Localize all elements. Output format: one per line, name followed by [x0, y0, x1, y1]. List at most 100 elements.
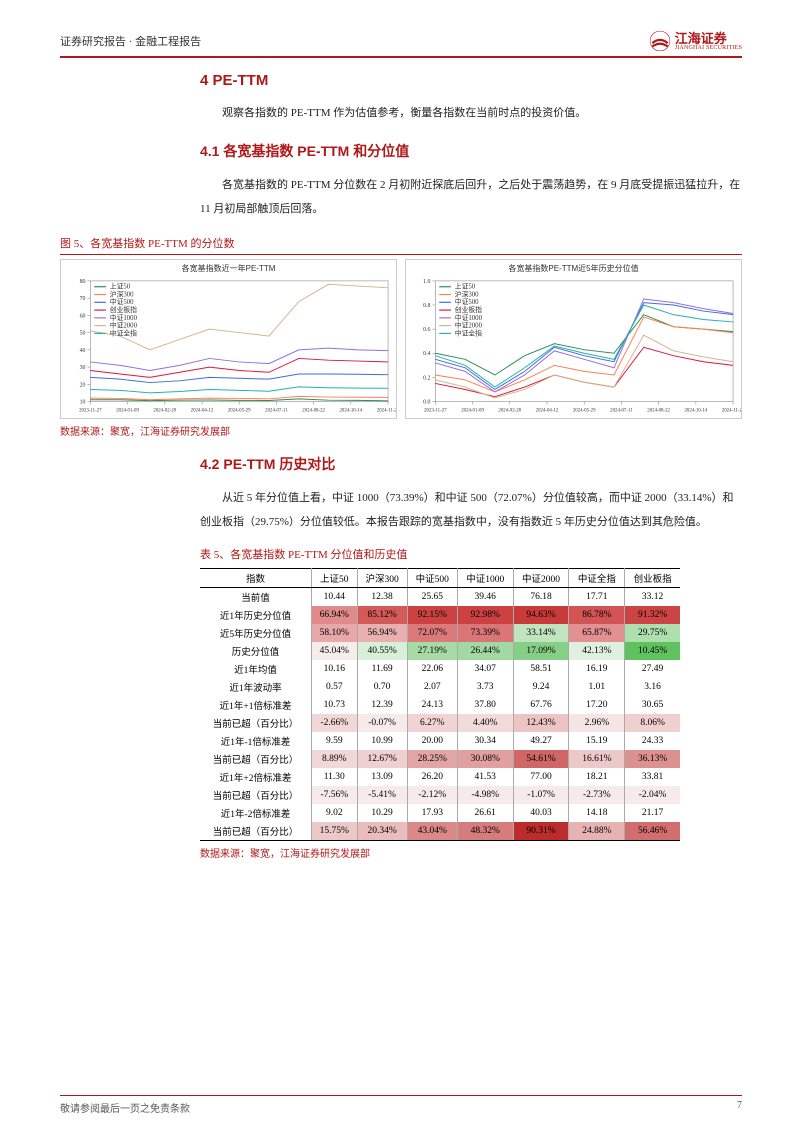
cell: 54.61% [513, 750, 569, 768]
cell: 65.87% [569, 624, 625, 642]
table-row: 近1年历史分位值66.94%85.12%92.15%92.98%94.63%86… [200, 606, 680, 624]
logo: 江海证券 JIANGHAI SECURITIES [649, 30, 742, 52]
cell: 10.29 [357, 804, 407, 822]
cell: 33.12 [625, 588, 680, 607]
cell: 20.00 [407, 732, 457, 750]
svg-text:2024-11-25: 2024-11-25 [722, 408, 741, 413]
svg-text:2024-04-12: 2024-04-12 [191, 408, 214, 413]
cell: 17.93 [407, 804, 457, 822]
cell: 40.55% [357, 642, 407, 660]
svg-text:2024-04-12: 2024-04-12 [536, 408, 559, 413]
cell: 30.65 [625, 696, 680, 714]
section-4-2-para: 从近 5 年分位值上看，中证 1000（73.39%）和中证 500（72.07… [200, 486, 742, 534]
cell: 2.96% [569, 714, 625, 732]
cell: 15.19 [569, 732, 625, 750]
cell: 56.46% [625, 822, 680, 841]
cell: 0.57 [312, 678, 357, 696]
row-label: 当前值 [200, 588, 312, 607]
footer-disclaimer: 敬请参阅最后一页之免责条款 [60, 1100, 190, 1115]
table-row: 近1年均值10.1611.6922.0634.0758.5116.1927.49 [200, 660, 680, 678]
cell: -0.07% [357, 714, 407, 732]
cell: 10.73 [312, 696, 357, 714]
svg-text:1.0: 1.0 [423, 279, 430, 285]
table-row: 当前值10.4412.3825.6539.4676.1817.7133.12 [200, 588, 680, 607]
cell: 17.09% [513, 642, 569, 660]
cell: 36.13% [625, 750, 680, 768]
cell: 20.34% [357, 822, 407, 841]
cell: 17.71 [569, 588, 625, 607]
cell: 10.44 [312, 588, 357, 607]
cell: 6.27% [407, 714, 457, 732]
cell: -2.04% [625, 786, 680, 804]
cell: 29.75% [625, 624, 680, 642]
cell: -1.07% [513, 786, 569, 804]
cell: 9.59 [312, 732, 357, 750]
table-row: 近1年+1倍标准差10.7312.3924.1337.8067.7617.203… [200, 696, 680, 714]
row-label: 近1年波动率 [200, 678, 312, 696]
cell: 42.13% [569, 642, 625, 660]
row-label: 近1年-2倍标准差 [200, 804, 312, 822]
cell: -2.73% [569, 786, 625, 804]
cell: 12.43% [513, 714, 569, 732]
cell: 0.70 [357, 678, 407, 696]
svg-text:10: 10 [80, 400, 86, 406]
cell: 1.01 [569, 678, 625, 696]
cell: 30.34 [457, 732, 513, 750]
cell: -5.41% [357, 786, 407, 804]
row-label: 近1年历史分位值 [200, 606, 312, 624]
svg-text:2024-02-28: 2024-02-28 [498, 408, 521, 413]
svg-text:上证50: 上证50 [455, 282, 476, 291]
page-number: 7 [737, 1100, 742, 1115]
section-4-2-title: 4.2 PE-TTM 历史对比 [200, 454, 742, 474]
cell: 24.88% [569, 822, 625, 841]
chart-pettm-1y: 各宽基指数近一年PE-TTM 10203040506070802023-11-2… [60, 259, 397, 419]
svg-text:2024-07-11: 2024-07-11 [265, 408, 288, 413]
svg-text:中证500: 中证500 [455, 297, 479, 306]
chart-right-title: 各宽基指数PE-TTM近5年历史分位值 [406, 260, 741, 277]
cell: 8.89% [312, 750, 357, 768]
cell: 92.98% [457, 606, 513, 624]
cell: -2.66% [312, 714, 357, 732]
svg-text:2024-08-22: 2024-08-22 [302, 408, 325, 413]
svg-text:0.8: 0.8 [423, 303, 430, 309]
cell: 13.09 [357, 768, 407, 786]
table-row: 近1年-2倍标准差9.0210.2917.9326.6140.0314.1821… [200, 804, 680, 822]
cell: 33.14% [513, 624, 569, 642]
table-row: 当前已超（百分比）-7.56%-5.41%-2.12%-4.98%-1.07%-… [200, 786, 680, 804]
cell: 9.24 [513, 678, 569, 696]
cell: 73.39% [457, 624, 513, 642]
cell: 2.07 [407, 678, 457, 696]
cell: 41.53 [457, 768, 513, 786]
cell: 26.44% [457, 642, 513, 660]
svg-text:2024-11-25: 2024-11-25 [377, 408, 396, 413]
svg-text:60: 60 [80, 313, 86, 319]
cell: 90.31% [513, 822, 569, 841]
cell: 48.32% [457, 822, 513, 841]
cell: 34.07 [457, 660, 513, 678]
cell: 85.12% [357, 606, 407, 624]
row-label: 历史分位值 [200, 642, 312, 660]
svg-text:0.6: 0.6 [423, 327, 430, 333]
svg-text:2024-10-14: 2024-10-14 [685, 408, 708, 413]
cell: 37.80 [457, 696, 513, 714]
table-5: 指数上证50沪深300中证500中证1000中证2000中证全指创业板指 当前值… [200, 568, 680, 841]
table-row: 当前已超（百分比）15.75%20.34%43.04%48.32%90.31%2… [200, 822, 680, 841]
svg-text:创业板指: 创业板指 [455, 305, 482, 314]
chart-left-title: 各宽基指数近一年PE-TTM [61, 260, 396, 277]
row-label: 近1年+1倍标准差 [200, 696, 312, 714]
row-label: 当前已超（百分比） [200, 750, 312, 768]
cell: 14.18 [569, 804, 625, 822]
svg-text:0.4: 0.4 [423, 351, 430, 357]
table-col-header: 中证2000 [513, 569, 569, 588]
cell: 43.04% [407, 822, 457, 841]
table-col-header: 中证500 [407, 569, 457, 588]
header-divider [60, 56, 742, 58]
cell: 10.16 [312, 660, 357, 678]
svg-text:中证全指: 中证全指 [455, 328, 482, 337]
svg-text:中证全指: 中证全指 [110, 328, 137, 337]
table-5-source: 数据来源：聚宽，江海证券研究发展部 [200, 845, 742, 860]
cell: 10.45% [625, 642, 680, 660]
svg-text:沪深300: 沪深300 [110, 290, 134, 299]
cell: 11.30 [312, 768, 357, 786]
svg-text:2024-05-29: 2024-05-29 [228, 408, 251, 413]
